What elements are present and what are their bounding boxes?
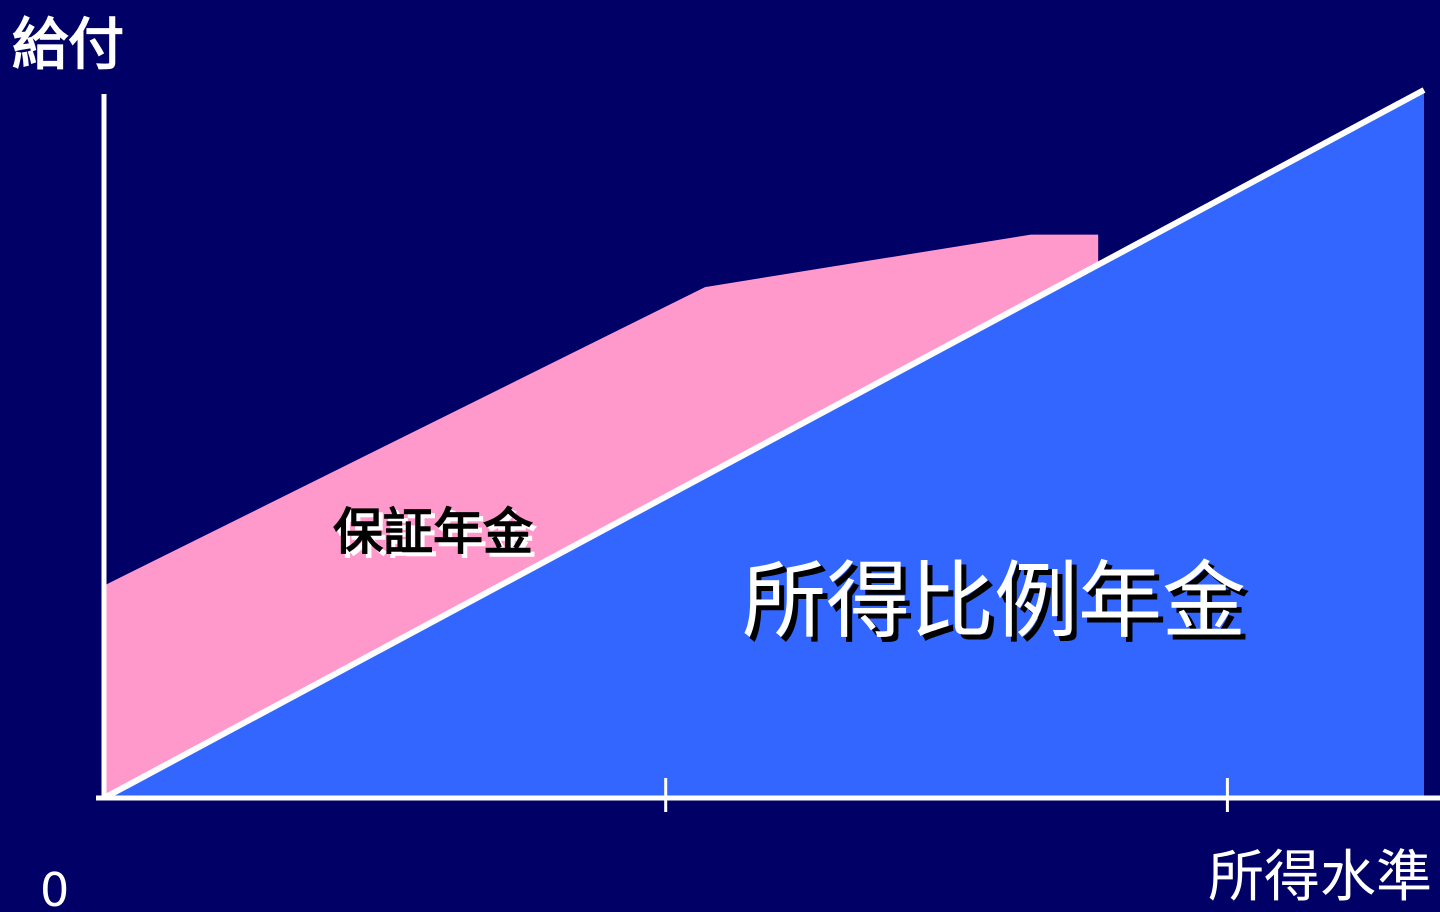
origin-label: 0 xyxy=(40,863,69,912)
income-proportional-line xyxy=(102,87,1426,801)
income-proportional-label: 所得比例年金 xyxy=(742,552,1246,650)
guarantee-pension-area xyxy=(104,234,1099,799)
income-proportional-label-shadow: 所得比例年金 xyxy=(747,557,1251,655)
y-axis-label: 給付 xyxy=(12,13,124,78)
x-ticks xyxy=(664,778,1229,812)
guarantee-pension-label-shadow: 保証年金 xyxy=(337,507,538,565)
guarantee-pension-label: 保証年金 xyxy=(333,503,534,561)
x-axis-label: 所得水準 xyxy=(1208,845,1432,910)
